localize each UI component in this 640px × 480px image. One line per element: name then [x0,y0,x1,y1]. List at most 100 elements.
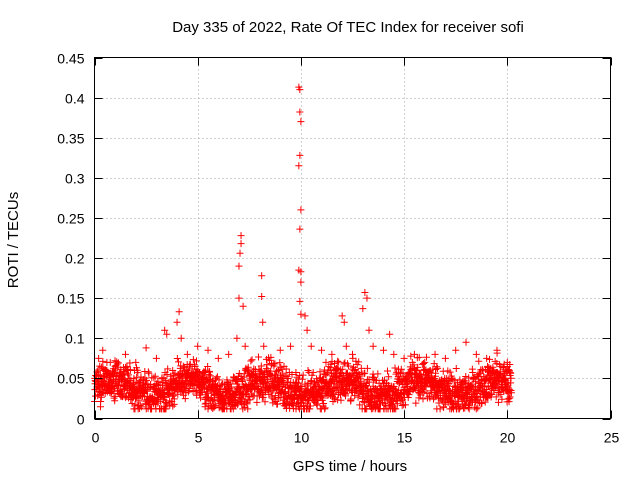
data-point [296,151,304,159]
band-point [393,400,401,408]
band-point [416,391,424,399]
band-point [313,378,321,386]
data-point [163,330,171,338]
data-point [258,272,266,280]
data-points [91,83,515,413]
data-point [296,86,304,94]
band-point [97,397,105,405]
band-point [150,374,158,382]
data-point [441,354,449,362]
band-point [257,362,265,370]
band-point [271,360,279,368]
band-point [313,401,321,409]
data-point [237,240,245,248]
band-point [245,367,253,375]
band-point [145,369,153,377]
data-point [173,318,181,326]
band-point [397,365,405,373]
data-point [204,346,212,354]
band-point [241,391,249,399]
band-point [289,402,297,410]
data-point [452,346,460,354]
band-point [507,389,515,397]
band-point [173,354,181,362]
band-point [407,370,415,378]
band-point [497,390,505,398]
band-point [163,370,171,378]
band-point [420,388,428,396]
band-point [124,371,132,379]
data-point [297,206,305,214]
band-point [384,367,392,375]
band-point [415,353,423,361]
data-point [307,342,315,350]
band-point [162,405,170,413]
band-point [250,365,258,373]
band-point [269,399,277,407]
band-point [160,395,168,403]
data-point [328,350,336,358]
band-point [494,398,502,406]
band-point [338,365,346,373]
band-point [246,396,254,404]
band-point [333,365,341,373]
band-point [201,366,209,374]
data-point [400,354,408,362]
band-point [316,368,324,376]
data-point [194,342,202,350]
band-point [298,375,306,383]
band-point [356,401,364,409]
chart-title: Day 335 of 2022, Rate Of TEC Index for r… [172,19,524,36]
band-point [304,379,312,387]
band-point [486,355,494,363]
band-point [189,356,197,364]
band-point [425,368,433,376]
band-point [322,358,330,366]
x-tick-label: 25 [604,430,620,446]
y-tick-label: 0.45 [57,51,84,67]
band-point [490,387,498,395]
band-point [385,373,393,381]
data-point [338,312,346,320]
band-point [392,405,400,413]
data-point [503,358,511,366]
band-point [134,369,142,377]
data-point [296,225,304,233]
band-point [166,401,174,409]
band-point [365,378,373,386]
band-point [313,400,321,408]
band-point [345,362,353,370]
data-point [175,308,183,316]
band-point [186,360,194,368]
data-point [103,358,111,366]
y-tick-label: 0.1 [65,331,85,347]
band-point [474,404,482,412]
band-point [304,367,312,375]
band-point [334,357,342,365]
band-point [419,395,427,403]
data-point [342,342,350,350]
band-point [367,397,375,405]
data-point [260,342,268,350]
data-point [386,330,394,338]
plot-frame [94,57,611,419]
band-point [227,380,235,388]
data-point [296,297,304,305]
tick-labels: 0 0.05 0.1 0.15 0.2 0.25 0.3 0.35 0.4 0.45 0 5 10 15 2… [57,51,619,446]
band-point [181,382,189,390]
band-point [169,392,177,400]
band-point [207,372,215,380]
band-point [335,358,343,366]
band-point [469,368,477,376]
band-point [418,374,426,382]
data-point [121,350,129,358]
band-point [215,376,223,384]
band-point [461,379,469,387]
band-point [478,399,486,407]
band-point [381,400,389,408]
band-point [114,382,122,390]
y-tick-label: 0.15 [57,291,84,307]
band-point [227,383,235,391]
band-point [465,402,473,410]
data-point [318,346,326,354]
